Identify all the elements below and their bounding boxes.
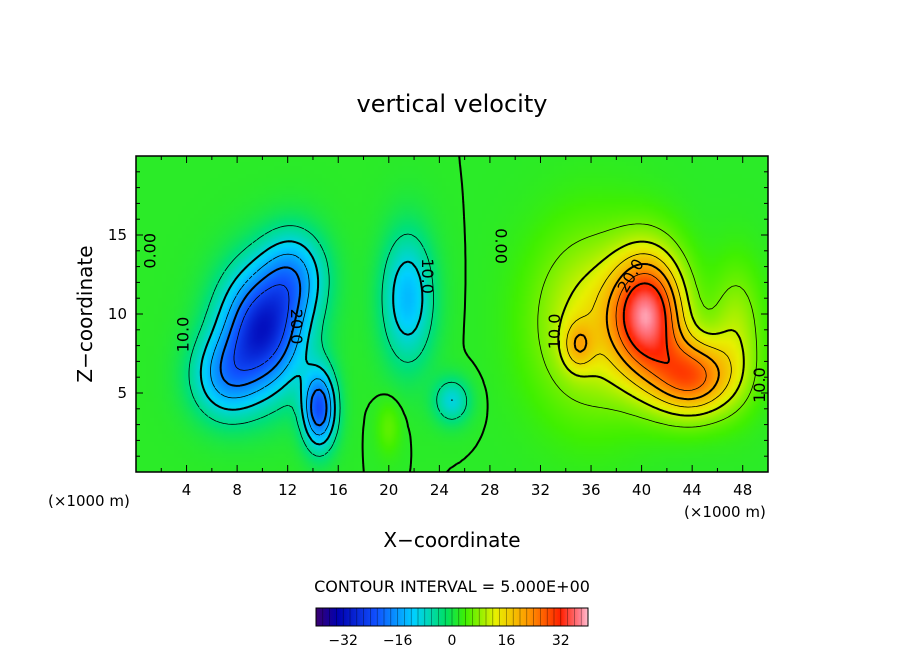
contour-level-5 (537, 223, 758, 428)
y-axis: 5 10 15 (108, 171, 768, 457)
x-tick-label: 8 (232, 481, 242, 499)
contour-label: 10.0 (418, 258, 437, 294)
contour-level-0 (361, 156, 489, 472)
contour-label: 0.00 (492, 228, 511, 264)
contour-interval-label: CONTOUR INTERVAL = 5.000E+00 (314, 577, 590, 596)
contour-label: 20.0 (287, 309, 306, 345)
y-tick-label: 10 (108, 305, 127, 323)
contour-label: 10.0 (545, 314, 564, 350)
x-axis-label: X−coordinate (383, 528, 520, 552)
x-tick-label: 20 (379, 481, 398, 499)
colorbar: −32 −16 0 16 32 (315, 607, 589, 649)
contour-level-25 (615, 273, 707, 391)
contour-level-10 (557, 240, 745, 417)
contour-level-15 (566, 253, 732, 408)
y-axis-label: Z−coordinate (73, 245, 97, 382)
y-tick-label: 5 (117, 384, 127, 402)
contour-level-neg5 (188, 225, 468, 457)
chart-title: vertical velocity (357, 90, 548, 118)
x-tick-label: 16 (329, 481, 348, 499)
x-tick-label: 32 (531, 481, 550, 499)
contour-level-neg10 (199, 240, 454, 446)
x-unit-right: (×1000 m) (684, 503, 766, 521)
contour-label: 10.0 (750, 367, 769, 403)
colorbar-segments (322, 608, 582, 626)
contour-level-neg20 (219, 266, 328, 427)
x-tick-label: 44 (683, 481, 702, 499)
x-tick-label: 36 (581, 481, 600, 499)
colorbar-tick-label: 32 (552, 633, 570, 649)
x-tick-label: 28 (480, 481, 499, 499)
x-tick-label: 40 (632, 481, 651, 499)
contour-label: 0.00 (141, 233, 160, 269)
x-tick-label: 4 (182, 481, 192, 499)
colorbar-ticks: −32 −16 0 16 32 (328, 633, 569, 649)
contour-level-neg25 (233, 284, 290, 371)
x-tick-label: 12 (278, 481, 297, 499)
colorbar-tick-label: 16 (497, 633, 515, 649)
y-tick-label: 15 (108, 226, 127, 244)
contour-level-20 (573, 263, 720, 401)
x-axis: 4 8 12 16 20 24 28 32 36 40 44 48 (160, 156, 752, 499)
x-unit-left: (×1000 m) (48, 492, 130, 510)
colorbar-tick-label: 0 (448, 633, 457, 649)
contour-level-neg15 (210, 253, 332, 436)
x-tick-label: 24 (430, 481, 449, 499)
colorbar-tick-label: −16 (383, 633, 413, 649)
colorbar-tick-label: −32 (328, 633, 358, 649)
x-tick-label: 48 (733, 481, 752, 499)
contour-lines (188, 156, 758, 472)
contour-label: 10.0 (174, 317, 193, 353)
contour-level-30 (622, 282, 671, 364)
